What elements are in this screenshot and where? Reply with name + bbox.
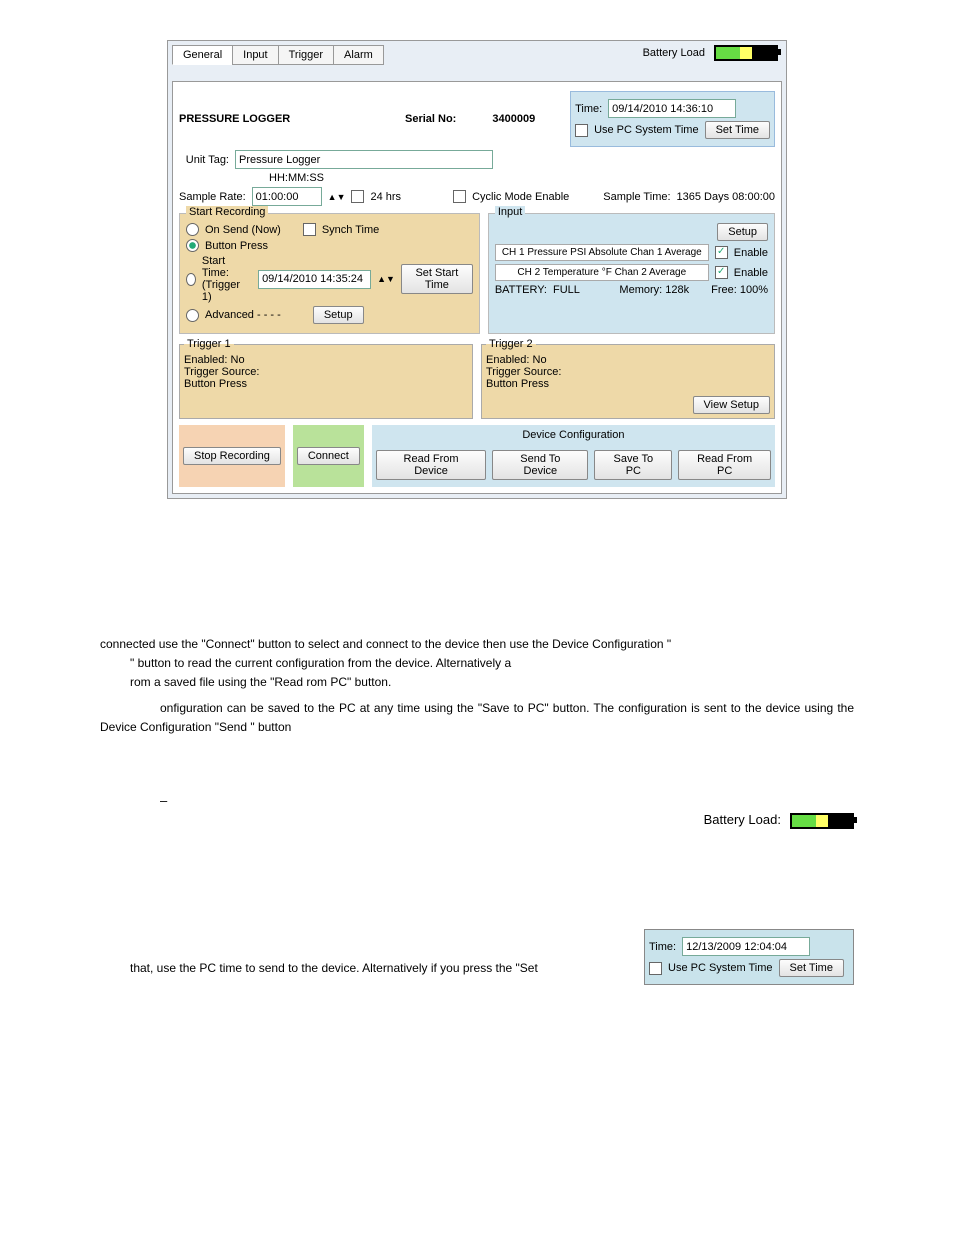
battery-indicator-inline: Battery Load: <box>704 812 854 829</box>
section-dash: – <box>160 793 854 808</box>
use-pc-time-checkbox[interactable] <box>575 124 588 137</box>
battery-label: Battery Load <box>643 47 705 59</box>
use-pc-time2-checkbox[interactable] <box>649 962 662 975</box>
time-panel-inline: Time: Use PC System Time Set Time <box>644 929 854 985</box>
ch2-box: CH 2 Temperature °F Chan 2 Average <box>495 264 709 281</box>
trigger2-group: Trigger 2 Enabled: No Trigger Source: Bu… <box>481 338 775 419</box>
battery-bar-icon <box>790 813 854 829</box>
stop-recording-button[interactable]: Stop Recording <box>183 447 281 465</box>
sample-rate-input[interactable] <box>252 187 322 206</box>
synch-checkbox[interactable] <box>303 223 316 236</box>
send-to-device-button[interactable]: Send To Device <box>492 450 588 480</box>
battery-load-header: Battery Load <box>643 45 778 61</box>
time2-input[interactable] <box>682 937 810 956</box>
advanced-setup-button[interactable]: Setup <box>313 306 364 324</box>
24hr-label: 24 hrs <box>370 191 401 203</box>
start-rec-legend: Start Recording <box>186 206 268 218</box>
trigger1-group: Trigger 1 Enabled: No Trigger Source: Bu… <box>179 338 473 419</box>
battery-bar-icon <box>714 45 778 61</box>
device-config-label: Device Configuration <box>522 429 624 441</box>
ch1-enable-checkbox[interactable] <box>715 246 728 259</box>
ch1-box: CH 1 Pressure PSI Absolute Chan 1 Averag… <box>495 244 709 261</box>
config-window: Battery Load General Input Trigger Alarm… <box>167 40 787 499</box>
input-setup-button[interactable]: Setup <box>717 223 768 241</box>
sample-time-value: 1365 Days 08:00:00 <box>677 191 775 203</box>
radio-on-send[interactable] <box>186 223 199 236</box>
device-title: PRESSURE LOGGER <box>179 113 399 125</box>
ch2-enable-checkbox[interactable] <box>715 266 728 279</box>
read-from-device-button[interactable]: Read From Device <box>376 450 486 480</box>
start-recording-group: Start Recording On Send (Now) Synch Time… <box>179 213 480 334</box>
serial-value: 3400009 <box>492 113 535 125</box>
tab-input[interactable]: Input <box>232 45 278 65</box>
use-pc-label: Use PC System Time <box>594 124 699 136</box>
set-start-time-button[interactable]: Set Start Time <box>401 264 473 294</box>
unit-tag-input[interactable] <box>235 150 493 169</box>
serial-label: Serial No: <box>405 113 456 125</box>
cyclic-checkbox[interactable] <box>453 190 466 203</box>
radio-start-time[interactable] <box>186 273 196 286</box>
tab-trigger[interactable]: Trigger <box>278 45 334 65</box>
input-group: Input Setup CH 1 Pressure PSI Absolute C… <box>488 213 775 334</box>
doc-p2: onfiguration can be saved to the PC at a… <box>100 699 854 737</box>
read-from-pc-button[interactable]: Read From PC <box>678 450 771 480</box>
cyclic-label: Cyclic Mode Enable <box>472 191 569 203</box>
time-value[interactable] <box>608 99 736 118</box>
hhmmss-label: HH:MM:SS <box>269 172 324 184</box>
time-label: Time: <box>575 103 602 115</box>
unit-tag-label: Unit Tag: <box>179 154 229 166</box>
input-legend: Input <box>495 206 525 218</box>
radio-button-press[interactable] <box>186 239 199 252</box>
connect-button[interactable]: Connect <box>297 447 360 465</box>
radio-advanced[interactable] <box>186 309 199 322</box>
view-setup-button[interactable]: View Setup <box>693 396 770 414</box>
general-panel: PRESSURE LOGGER Serial No: 3400009 Time:… <box>172 81 782 494</box>
sample-rate-label: Sample Rate: <box>179 191 246 203</box>
24hr-checkbox[interactable] <box>351 190 364 203</box>
time-box: Time: Use PC System Time Set Time <box>570 91 775 147</box>
start-time-input[interactable] <box>258 270 371 289</box>
doc-p1: connected use the "Connect" button to se… <box>100 635 854 693</box>
sample-time-label: Sample Time: <box>603 191 670 203</box>
set-time-button[interactable]: Set Time <box>705 121 770 139</box>
tab-alarm[interactable]: Alarm <box>333 45 384 65</box>
tab-general[interactable]: General <box>172 45 233 65</box>
bottom-button-bar: Stop Recording Connect Device Configurat… <box>179 425 775 487</box>
save-to-pc-button[interactable]: Save To PC <box>594 450 672 480</box>
set-time2-button[interactable]: Set Time <box>779 959 844 977</box>
